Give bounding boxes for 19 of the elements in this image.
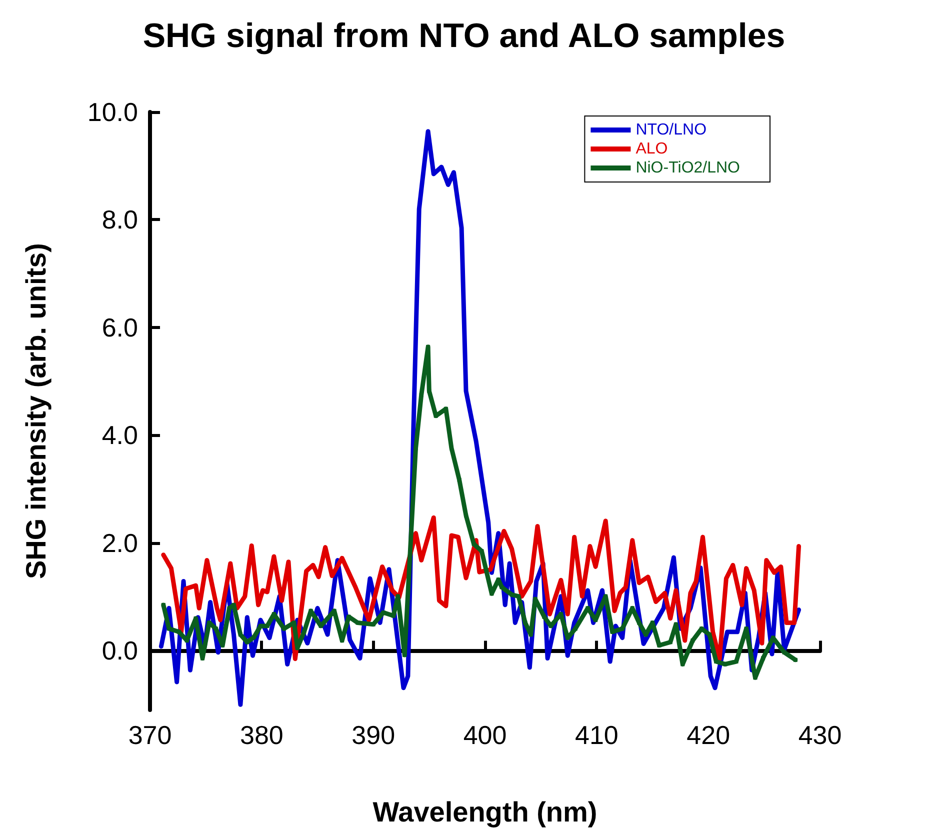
legend-label: NTO/LNO bbox=[636, 122, 707, 138]
y-tick-label: 0.0 bbox=[102, 636, 138, 666]
y-tick-label: 8.0 bbox=[102, 204, 138, 235]
x-tick-label: 410 bbox=[574, 720, 618, 750]
x-tick-label: 390 bbox=[352, 720, 396, 750]
x-tick-label: 430 bbox=[798, 720, 842, 750]
y-tick-label: 6.0 bbox=[102, 312, 138, 342]
legend-label: ALO bbox=[636, 140, 668, 158]
x-axis-title: Wavelength (nm) bbox=[372, 796, 598, 828]
x-tick-label: 420 bbox=[686, 720, 730, 750]
y-axis-title: SHG intensity (arb. units) bbox=[20, 242, 52, 580]
x-tick-label: 400 bbox=[463, 720, 507, 750]
chart-title: SHG signal from NTO and ALO samples bbox=[142, 17, 786, 55]
y-tick-label: 2.0 bbox=[102, 528, 138, 558]
x-tick-label: 380 bbox=[240, 720, 284, 750]
y-tick-label: 4.0 bbox=[102, 420, 138, 450]
y-tick-label: 10.0 bbox=[87, 97, 138, 127]
legend-label: NiO-TiO2/LNO bbox=[636, 160, 740, 176]
x-tick-label: 370 bbox=[128, 720, 172, 750]
